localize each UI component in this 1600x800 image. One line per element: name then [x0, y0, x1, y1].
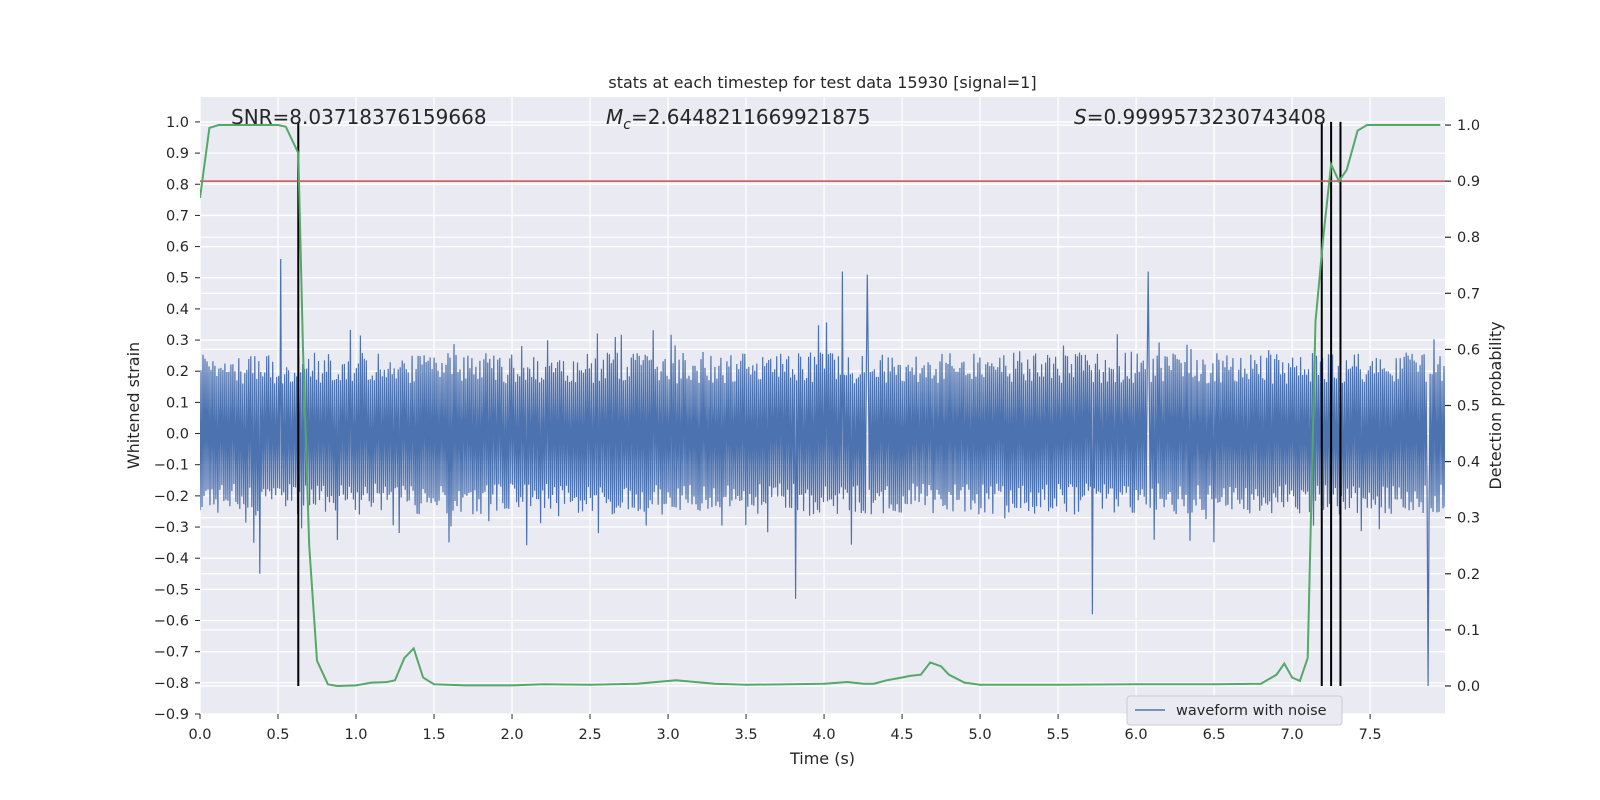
- probability-series: [200, 124, 1441, 688]
- y2-tick-label: 0.3: [1457, 511, 1480, 527]
- vertical-markers: [297, 121, 1342, 686]
- x-tick-label: 7.5: [1359, 727, 1382, 743]
- y-tick-label: 1.0: [166, 115, 189, 131]
- x-tick-label: 0.5: [266, 727, 289, 743]
- y2-tick-label: 0.2: [1457, 567, 1480, 583]
- y-tick-label: 0.7: [166, 208, 189, 224]
- y-tick-label: 0.3: [166, 333, 189, 349]
- y-tick-label: 0.8: [166, 177, 189, 193]
- legend: waveform with noise: [1126, 695, 1343, 726]
- y-tick-label: 0.4: [166, 302, 189, 318]
- waveform-series: [200, 258, 1445, 687]
- x-tick-label: 4.0: [813, 727, 836, 743]
- x-tick-label: 2.0: [500, 727, 523, 743]
- y-tick-label: −0.5: [154, 582, 189, 598]
- y2-tick-label: 0.8: [1457, 230, 1480, 246]
- y2-axis-ticks: 1.0 0.9 0.8 0.7 0.6 0.5 0.4 0.3 0.2 0.1 0.0: [1445, 118, 1480, 695]
- y2-tick-label: 0.6: [1457, 342, 1480, 358]
- x-tick-label: 6.5: [1203, 727, 1226, 743]
- x-tick-label: 1.5: [422, 727, 445, 743]
- y-tick-label: −0.3: [154, 520, 189, 536]
- s-annotation: S=0.9999573230743408: [1074, 105, 1326, 129]
- s-symbol: S: [1074, 105, 1087, 129]
- y2-tick-label: 0.1: [1457, 623, 1480, 639]
- y-axis-ticks: 1.0 0.9 0.8 0.7 0.6 0.5 0.4 0.3 0.2 0.1 0.0 −0.1 −0.…: [154, 115, 200, 723]
- y-tick-label: −0.2: [154, 489, 189, 505]
- y-tick-label: 0.6: [166, 240, 189, 256]
- y2-tick-label: 0.5: [1457, 399, 1480, 415]
- mc-symbol: M: [606, 105, 623, 129]
- snr-annotation: SNR=8.03718376159668: [231, 105, 487, 129]
- y-tick-label: 0.9: [166, 146, 189, 162]
- x-tick-label: 2.5: [579, 727, 602, 743]
- x-tick-label: 7.0: [1281, 727, 1304, 743]
- x-tick-label: 4.5: [891, 727, 914, 743]
- legend-label-waveform: waveform with noise: [1176, 703, 1327, 719]
- x-tick-label: 1.0: [344, 727, 367, 743]
- y2-tick-label: 0.9: [1457, 174, 1480, 190]
- x-tick-label: 3.5: [735, 727, 758, 743]
- y-tick-label: 0.2: [166, 364, 189, 380]
- y-tick-label: −0.8: [154, 676, 189, 692]
- mc-value: =2.6448211669921875: [631, 105, 870, 129]
- y-tick-label: −0.4: [154, 551, 189, 567]
- plot-content: [200, 121, 1445, 688]
- y2-tick-label: 1.0: [1457, 118, 1480, 134]
- mc-subscript: c: [623, 117, 631, 133]
- s-value: =0.9999573230743408: [1087, 105, 1326, 129]
- x-tick-label: 6.0: [1125, 727, 1148, 743]
- y-tick-label: −0.9: [154, 707, 189, 723]
- y-tick-label: 0.1: [166, 395, 189, 411]
- y2-axis-label: Detection probability: [1486, 321, 1505, 489]
- chart-title: stats at each timestep for test data 159…: [608, 73, 1036, 92]
- legend-box: [1126, 695, 1343, 726]
- y-tick-label: 0.5: [166, 271, 189, 287]
- x-tick-label: 5.5: [1047, 727, 1070, 743]
- y-axis-label: Whitened strain: [124, 342, 143, 469]
- y-tick-label: −0.1: [154, 458, 189, 474]
- x-tick-label: 5.0: [969, 727, 992, 743]
- y-tick-label: −0.6: [154, 614, 189, 630]
- y-tick-label: −0.7: [154, 645, 189, 661]
- y2-tick-label: 0.0: [1457, 679, 1480, 695]
- x-tick-label: 0.0: [188, 727, 211, 743]
- x-axis-ticks: 0.0 0.5 1.0 1.5 2.0 2.5 3.0 3.5 4.0 4.5 5.0 5.5 6.0 6…: [188, 714, 1382, 743]
- x-tick-label: 3.0: [657, 727, 680, 743]
- y-tick-label: 0.0: [166, 427, 189, 443]
- y2-tick-label: 0.4: [1457, 455, 1480, 471]
- x-axis-label: Time (s): [789, 749, 855, 768]
- y2-tick-label: 0.7: [1457, 286, 1480, 302]
- chirp-mass-annotation: Mc=2.6448211669921875: [606, 105, 870, 133]
